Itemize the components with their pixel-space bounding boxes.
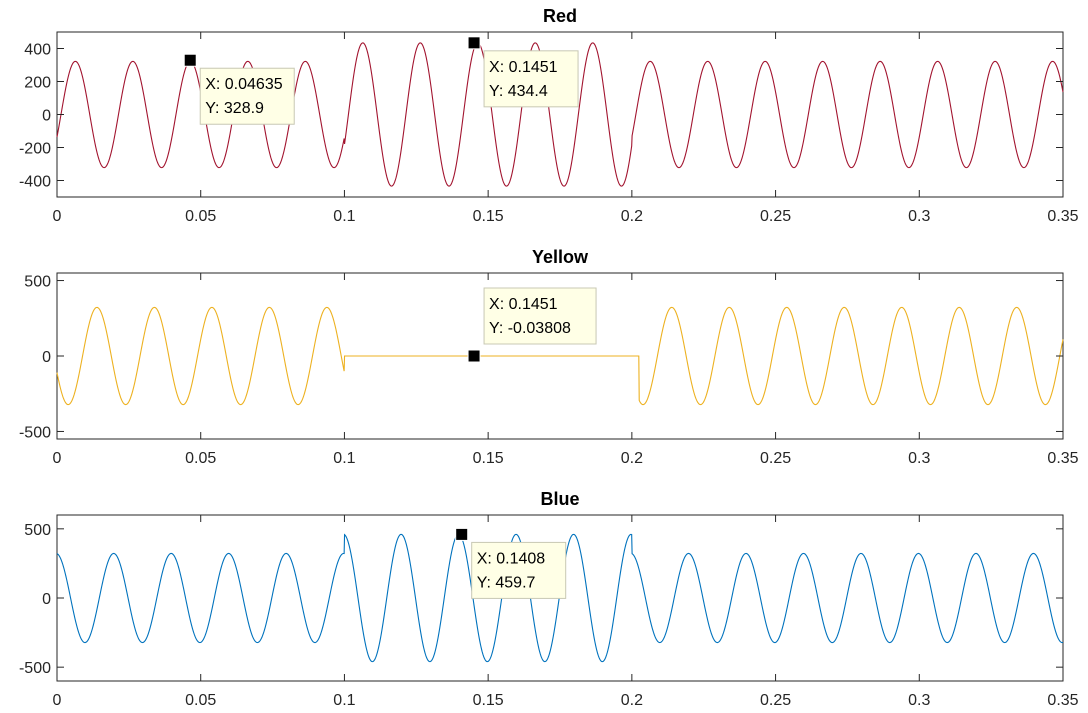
datatip-marker	[467, 36, 481, 50]
x-tick-label: 0	[53, 208, 62, 225]
datatip-box	[199, 67, 295, 125]
x-tick-label: 0.3	[908, 208, 930, 225]
x-tick-label: 0.15	[473, 208, 504, 225]
y-tick-label: -400	[19, 174, 51, 191]
x-tick-label: 0.15	[473, 450, 504, 467]
datatip-y-text: Y: 459.7	[477, 574, 536, 591]
x-tick-label: 0.2	[621, 208, 643, 225]
y-tick-label: 0	[42, 349, 51, 366]
y-tick-label: 0	[42, 108, 51, 125]
datatip-marker	[455, 527, 469, 541]
x-tick-label: 0.35	[1047, 450, 1078, 467]
datatip-marker	[467, 349, 481, 363]
series-line-red	[56, 42, 1064, 187]
panel-title: Red	[543, 6, 577, 26]
datatip-box	[483, 50, 579, 108]
x-tick-label: 0.35	[1047, 692, 1078, 709]
series-line-yellow	[56, 306, 1064, 406]
y-tick-label: 0	[42, 591, 51, 608]
panel-title: Blue	[540, 489, 579, 509]
x-tick-label: 0.35	[1047, 208, 1078, 225]
x-tick-label: 0.1	[333, 692, 355, 709]
x-tick-label: 0.1	[333, 208, 355, 225]
x-tick-label: 0.2	[621, 692, 643, 709]
y-tick-label: 400	[24, 42, 51, 59]
x-tick-label: 0.25	[760, 692, 791, 709]
x-tick-label: 0.1	[333, 450, 355, 467]
x-tick-label: 0.05	[185, 450, 216, 467]
y-tick-label: 500	[24, 522, 51, 539]
x-tick-label: 0	[53, 450, 62, 467]
datatip-box	[483, 287, 597, 345]
plot-panel-red: Red 0 0.05 0.1 0.15 0.2 0.25 0.3 0.35 400 200 0 -200…	[19, 6, 1079, 225]
datatip-y-text: Y: 434.4	[489, 83, 548, 100]
datatip-x-text: X: 0.04635	[205, 76, 283, 93]
datatip-x-text: X: 0.1451	[489, 296, 558, 313]
x-tick-label: 0.15	[473, 692, 504, 709]
datatip-y-text: Y: -0.03808	[489, 320, 571, 337]
y-tick-label: -500	[19, 660, 51, 677]
datatip-y-text: Y: 328.9	[205, 100, 264, 117]
datatip-x-text: X: 0.1408	[477, 550, 546, 567]
x-tick-label: 0.25	[760, 208, 791, 225]
y-tick-label: 500	[24, 274, 51, 291]
y-tick-label: -500	[19, 424, 51, 441]
x-tick-label: 0.05	[185, 692, 216, 709]
x-tick-label: 0.3	[908, 450, 930, 467]
x-tick-label: 0	[53, 692, 62, 709]
x-tick-label: 0.25	[760, 450, 791, 467]
y-tick-label: 200	[24, 75, 51, 92]
panel-title: Yellow	[532, 247, 589, 267]
x-tick-label: 0.2	[621, 450, 643, 467]
datatip-marker	[183, 53, 197, 67]
datatip-box	[471, 541, 567, 599]
x-tick-label: 0.05	[185, 208, 216, 225]
y-tick-label: -200	[19, 141, 51, 158]
datatip-x-text: X: 0.1451	[489, 59, 558, 76]
x-tick-label: 0.3	[908, 692, 930, 709]
